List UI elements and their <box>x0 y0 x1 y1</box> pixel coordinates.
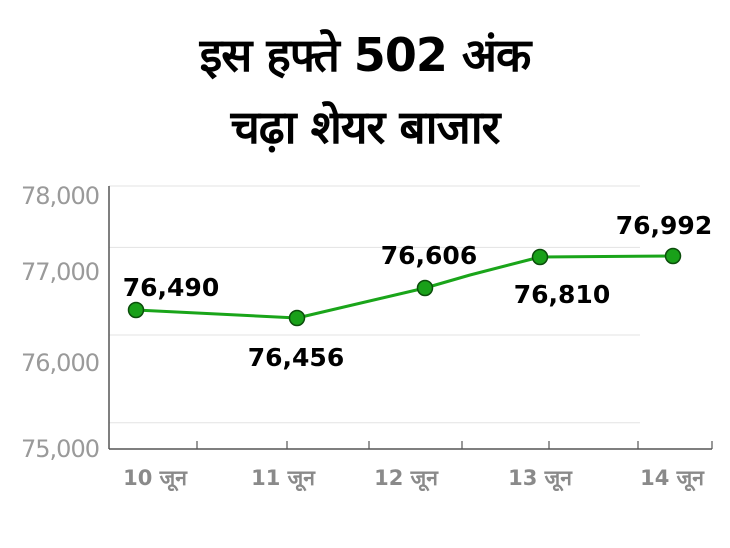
data-label-3: 76,606 <box>381 241 477 270</box>
x-tick-label-2: 11 जून <box>251 466 316 492</box>
data-label-4: 76,810 <box>514 280 610 309</box>
data-point-1 <box>127 301 145 319</box>
x-tick-label-5: 14 जून <box>640 466 705 492</box>
chart-title-line-2: चढ़ा शेयर बाजार <box>230 100 501 154</box>
data-point-4 <box>531 248 549 266</box>
y-tick-label-75000: 75,000 <box>21 435 99 463</box>
data-label-1: 76,490 <box>123 273 219 302</box>
data-point-3 <box>416 279 434 297</box>
x-tick-label-3: 12 जून <box>374 466 439 492</box>
y-tick-label-76000: 76,000 <box>21 349 99 377</box>
data-point-5 <box>664 247 682 265</box>
y-tick-label-78000: 78,000 <box>21 182 99 210</box>
y-tick-label-77000: 77,000 <box>21 258 99 286</box>
data-label-2: 76,456 <box>248 343 344 372</box>
x-tick-label-1: 10 जून <box>123 466 188 492</box>
series-line <box>135 254 674 320</box>
data-point-2 <box>288 309 306 327</box>
chart-title-line-1: इस हफ्ते 502 अंक <box>199 28 532 82</box>
x-tick-label-4: 13 जून <box>508 466 573 492</box>
data-label-5: 76,992 <box>616 211 712 240</box>
